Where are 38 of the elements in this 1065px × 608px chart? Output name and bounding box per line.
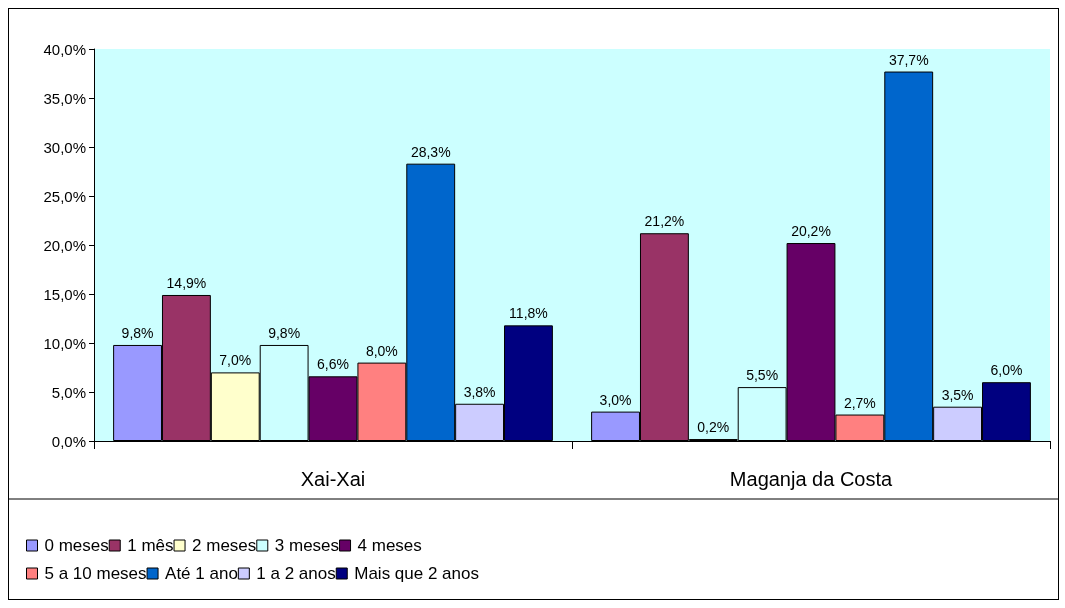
- legend-label: Mais que 2 anos: [354, 564, 479, 583]
- data-label: 21,2%: [644, 213, 685, 230]
- data-label: 14,9%: [166, 274, 207, 291]
- legend-label: 1 mês: [127, 536, 174, 555]
- y-tick-label: 20,0%: [43, 236, 86, 254]
- data-label: 11,8%: [509, 305, 548, 322]
- data-label: 6,0%: [990, 362, 1023, 379]
- legend-label: 3 meses: [274, 536, 340, 555]
- y-tick-label: 0,0%: [51, 432, 86, 450]
- data-label: 28,3%: [410, 143, 451, 160]
- y-tick-label: 35,0%: [43, 89, 86, 107]
- y-tick-label: 25,0%: [43, 187, 86, 205]
- y-tick-label: 30,0%: [43, 138, 86, 156]
- data-label: 3,8%: [463, 383, 496, 400]
- data-label: 3,5%: [941, 386, 974, 403]
- x-tick-label: Maganja da Costa: [729, 468, 894, 490]
- data-label: 0,2%: [697, 419, 730, 436]
- y-tick-label: 40,0%: [43, 40, 86, 58]
- legend-label: Até 1 ano: [165, 564, 238, 583]
- x-tick-label: Xai-Xai: [300, 468, 366, 490]
- legend-label: 5 a 10 meses: [44, 564, 147, 583]
- y-tick-label: 5,0%: [51, 383, 86, 401]
- data-label: 7,0%: [219, 352, 252, 369]
- legend-label: 2 meses: [192, 536, 257, 555]
- y-tick-label: 10,0%: [43, 334, 86, 352]
- legend-label: 1 a 2 anos: [256, 564, 336, 583]
- data-label: 9,8%: [268, 324, 301, 341]
- legend-label: 0 meses: [44, 536, 109, 555]
- data-label: 6,6%: [317, 356, 349, 373]
- data-label: 2,7%: [843, 394, 876, 411]
- data-label: 9,8%: [121, 324, 154, 341]
- data-label: 5,5%: [746, 367, 779, 384]
- data-label: 3,0%: [599, 391, 632, 408]
- legend-label: 4 meses: [357, 536, 422, 555]
- data-label: 20,2%: [791, 223, 831, 240]
- y-tick-label: 15,0%: [43, 285, 86, 303]
- data-label: 8,0%: [365, 342, 398, 359]
- data-label: 37,7%: [888, 51, 929, 68]
